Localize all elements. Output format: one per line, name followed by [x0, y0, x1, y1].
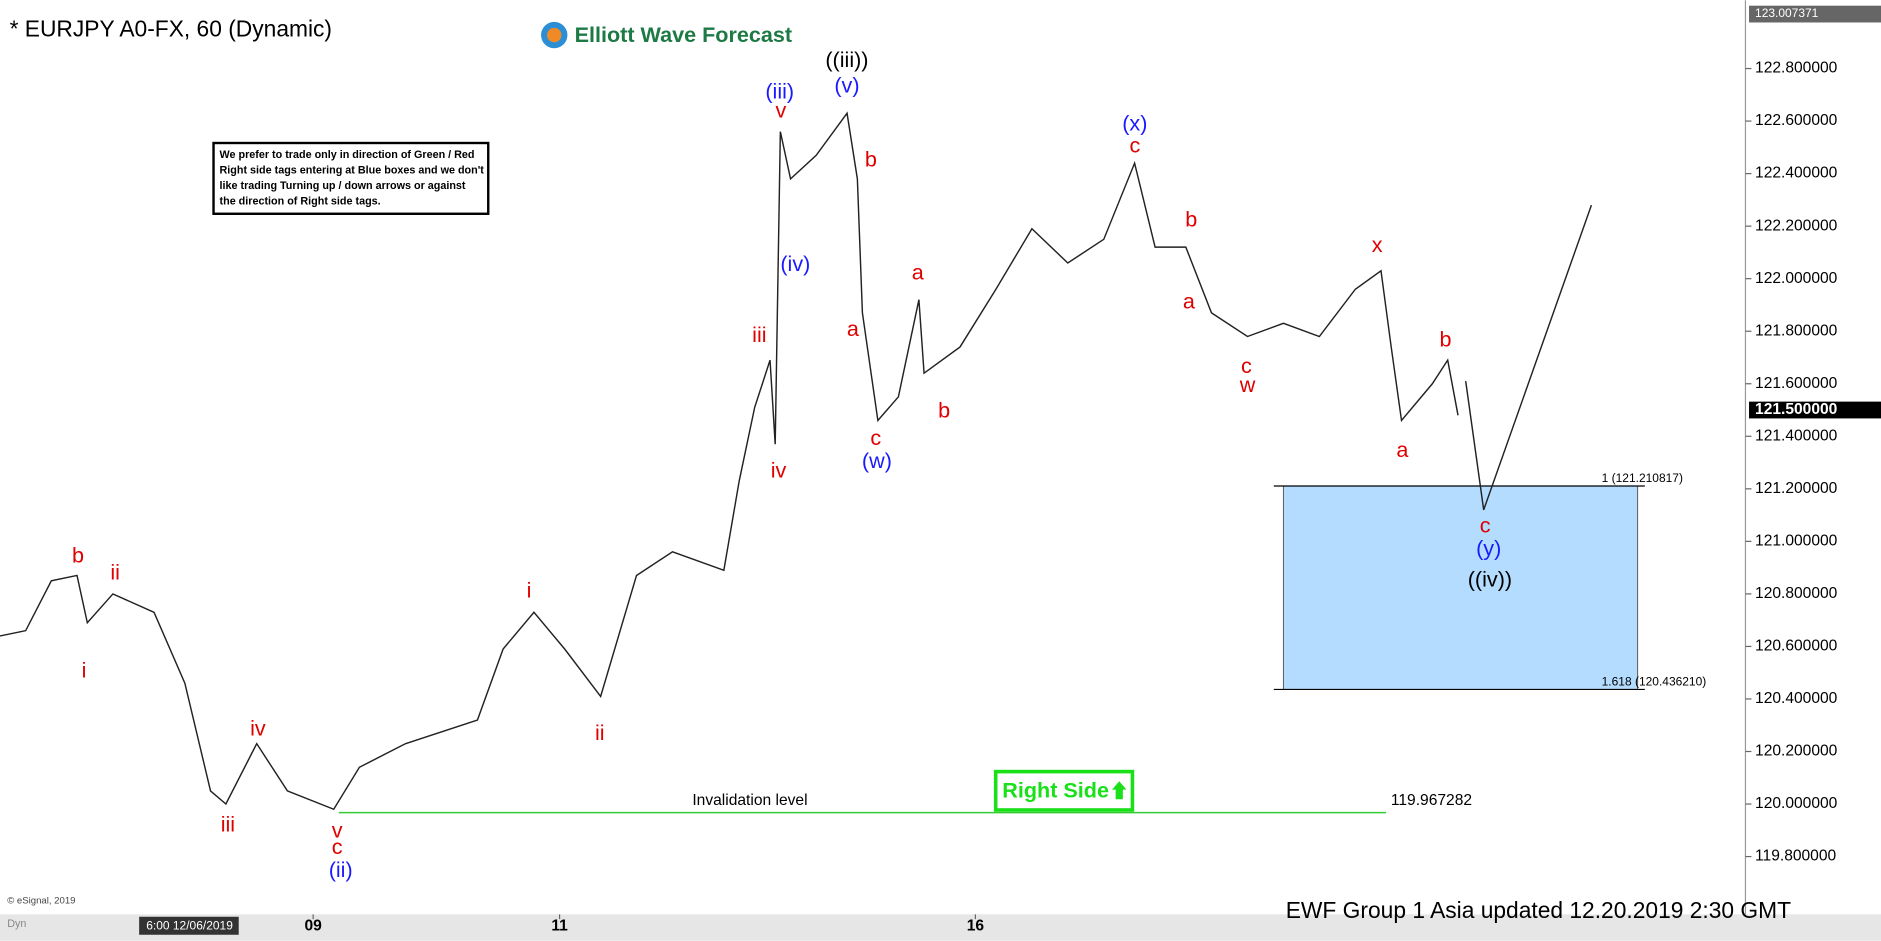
y-tick-label: 122.400000 [1755, 165, 1838, 182]
wave-label: c [332, 834, 343, 859]
wave-label: iv [250, 715, 266, 740]
wave-label: b [1440, 327, 1452, 352]
wave-label: (iii) [765, 78, 794, 103]
wave-label: b [938, 397, 950, 422]
wave-label: c [1129, 132, 1140, 157]
wave-label: a [847, 316, 859, 341]
wave-label: ((iv)) [1468, 567, 1512, 592]
wave-label: ii [110, 559, 120, 584]
disclaimer-line: Right side tags entering at Blue boxes a… [220, 164, 485, 176]
up-arrow [1112, 781, 1127, 800]
logo: Elliott Wave Forecast [541, 21, 792, 49]
y-tick-label: 122.200000 [1755, 217, 1838, 234]
y-tick-label: 122.000000 [1755, 270, 1838, 287]
wave-label: ii [595, 720, 605, 745]
y-tick-label: 120.000000 [1755, 795, 1838, 812]
wave-label: iv [771, 457, 787, 482]
wave-label: b [1185, 207, 1197, 232]
wave-label: i [82, 658, 87, 683]
disclaimer-line: the direction of Right side tags. [220, 196, 381, 208]
wave-label: (v) [834, 72, 859, 97]
right-side-box [993, 769, 1135, 812]
y-tick-label: 120.200000 [1755, 743, 1838, 760]
price-label: 123.007371 [1755, 6, 1819, 20]
wave-label: ((iii)) [825, 47, 868, 72]
wave-label: (y) [1476, 535, 1501, 560]
wave-label: (iv) [780, 251, 810, 276]
invalidation-value: 119.967282 [1391, 792, 1472, 809]
wave-label: b [865, 147, 877, 172]
logo-text: Elliott Wave Forecast [575, 22, 792, 47]
wave-label: iii [221, 811, 235, 836]
disclaimer-box [212, 141, 490, 215]
wave-label: a [912, 259, 924, 284]
price-label-box [1749, 401, 1881, 419]
y-tick-label: 121.600000 [1755, 375, 1838, 392]
logo-icon-inner [547, 27, 562, 43]
wave-label: a [1396, 437, 1408, 462]
y-tick-label: 122.600000 [1755, 112, 1838, 129]
price-label-box [1749, 5, 1881, 23]
wave-label: v [776, 98, 787, 123]
x-tick-label: 16 [967, 917, 985, 934]
y-tick-label: 122.800000 [1755, 60, 1838, 77]
invalidation-text: Invalidation level [692, 792, 807, 809]
fib-label: 1 (121.210817) [1602, 471, 1683, 485]
wave-label: x [1372, 232, 1383, 257]
wave-label: iii [752, 322, 766, 347]
disclaimer-line: like trading Turning up / down arrows or… [220, 180, 466, 192]
y-tick-label: 121.000000 [1755, 532, 1838, 549]
wave-label: (x) [1122, 111, 1147, 136]
y-tick-label: 119.800000 [1755, 848, 1836, 865]
y-tick-label: 121.200000 [1755, 480, 1838, 497]
chart-title: * EURJPY A0-FX, 60 (Dynamic) [10, 15, 332, 41]
start-date: 6:00 12/06/2019 [146, 919, 233, 933]
wave-label: w [1239, 372, 1256, 397]
wave-label: b [72, 543, 84, 568]
dyn-label: Dyn [7, 918, 26, 930]
y-tick-label: 121.400000 [1755, 427, 1838, 444]
footer: EWF Group 1 Asia updated 12.20.2019 2:30… [1286, 897, 1791, 923]
disclaimer: We prefer to trade only in direction of … [220, 149, 485, 208]
fib-label: 1.618 (120.436210) [1602, 674, 1707, 688]
y-tick-label: 120.600000 [1755, 638, 1838, 655]
price-line [0, 111, 1459, 811]
start-date-box [139, 916, 239, 935]
wave-label: i [527, 577, 532, 602]
y-tick-label: 121.800000 [1755, 322, 1838, 339]
copyright: © eSignal, 2019 [7, 896, 75, 907]
disclaimer-line: We prefer to trade only in direction of … [220, 149, 475, 161]
wave-label: c [1480, 513, 1491, 538]
price-label: 121.500000 [1755, 401, 1838, 418]
x-tick-label: 11 [551, 917, 568, 934]
wave-label: (w) [862, 448, 892, 473]
wave-label: (ii) [329, 857, 353, 882]
x-tick-label: 09 [304, 917, 322, 934]
wave-label: v [332, 817, 343, 842]
target-zone [1282, 485, 1639, 690]
wave-label: c [870, 425, 881, 450]
y-tick-label: 120.400000 [1755, 690, 1838, 707]
projection-line [1464, 204, 1593, 511]
right-side-label: Right Side [1002, 778, 1109, 803]
y-tick-label: 120.800000 [1755, 585, 1838, 602]
wave-label: c [1241, 353, 1252, 378]
wave-label: a [1183, 288, 1195, 313]
